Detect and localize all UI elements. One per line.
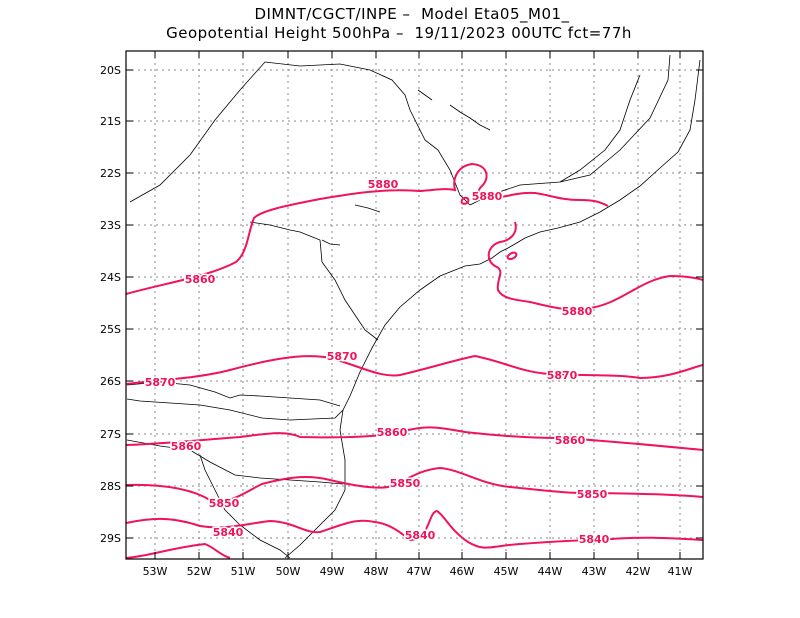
lon-label: 50W <box>276 565 301 578</box>
contour-label-5860: 5860 <box>377 426 408 439</box>
contour-label-5880: 5880 <box>368 178 399 191</box>
title-line-1: DIMNT/CGCT/INPE – Model Eta05_M01_ <box>254 5 570 23</box>
axis-ticks: 20S 21S 22S 23S 24S 25S 26S 27S 28S 29S 53W 52W 51W 5… <box>100 51 703 578</box>
contour-5850 <box>126 466 703 503</box>
lat-label: 21S <box>100 115 121 128</box>
graticule <box>126 51 703 559</box>
title-line-2: Geopotential Height 500hPa – 19/11/2023 … <box>166 24 632 42</box>
map-frame <box>125 50 704 560</box>
contour-label-5870: 5870 <box>145 376 176 389</box>
lon-label: 52W <box>187 565 212 578</box>
contour-label-5870: 5870 <box>547 369 578 382</box>
lat-label: 28S <box>100 480 121 493</box>
lon-label: 43W <box>582 565 607 578</box>
contour-label-5860: 5860 <box>171 440 202 453</box>
country-border <box>199 454 291 559</box>
contour-label-5850: 5850 <box>209 497 240 510</box>
state-border-sp-pr <box>249 221 379 341</box>
contour-label-5860: 5860 <box>555 434 586 447</box>
contour-5870 <box>126 354 703 385</box>
contour-5830-fragment <box>126 542 231 559</box>
lon-label: 49W <box>320 565 345 578</box>
lon-label: 46W <box>450 565 475 578</box>
contour-5860 <box>126 426 703 451</box>
contour-label-5850: 5850 <box>577 488 608 501</box>
coastline-and-borders <box>126 54 701 559</box>
lat-label: 27S <box>100 428 121 441</box>
contour-labels: 5880 5880 5860 5880 5870 5870 5870 5860 5860 5860… <box>143 177 611 548</box>
state-border-pr-sc <box>126 381 341 407</box>
lon-label: 42W <box>626 565 651 578</box>
lat-label: 20S <box>100 64 121 77</box>
contour-label-5840: 5840 <box>213 526 244 539</box>
height-contours <box>126 162 703 559</box>
lon-label: 48W <box>364 565 389 578</box>
contour-label-5880: 5880 <box>472 190 503 203</box>
contour-label-5850: 5850 <box>390 477 421 490</box>
contour-label-5840: 5840 <box>579 533 610 546</box>
contour-5880-loop <box>460 196 470 205</box>
state-border-mg-sp <box>129 61 471 206</box>
contour-label-5880: 5880 <box>562 305 593 318</box>
lon-label: 47W <box>407 565 432 578</box>
lon-label: 45W <box>494 565 519 578</box>
contour-5880-west <box>126 162 609 295</box>
lat-label: 25S <box>100 323 121 336</box>
lon-label: 44W <box>538 565 563 578</box>
state-border-mg-rj <box>469 54 671 206</box>
state-border-rj-es <box>559 74 641 183</box>
lat-label: 22S <box>100 167 121 180</box>
rivers-reservoirs <box>321 89 491 246</box>
contour-label-5840: 5840 <box>405 529 436 542</box>
coastline <box>126 59 701 421</box>
contour-label-5870: 5870 <box>327 350 358 363</box>
state-border-sc-rs <box>126 439 344 485</box>
lat-label: 26S <box>100 375 121 388</box>
lon-label: 53W <box>143 565 168 578</box>
lat-label: 24S <box>100 271 121 284</box>
lat-label: 29S <box>100 532 121 545</box>
contour-5880-blob <box>506 251 518 260</box>
coastline-south <box>284 409 346 559</box>
contour-5880-east <box>487 221 703 311</box>
lon-label: 51W <box>231 565 256 578</box>
contour-5840 <box>126 509 703 549</box>
lon-label: 41W <box>668 565 693 578</box>
lat-label: 23S <box>100 219 121 232</box>
contour-label-5880: 5860 <box>185 273 216 286</box>
